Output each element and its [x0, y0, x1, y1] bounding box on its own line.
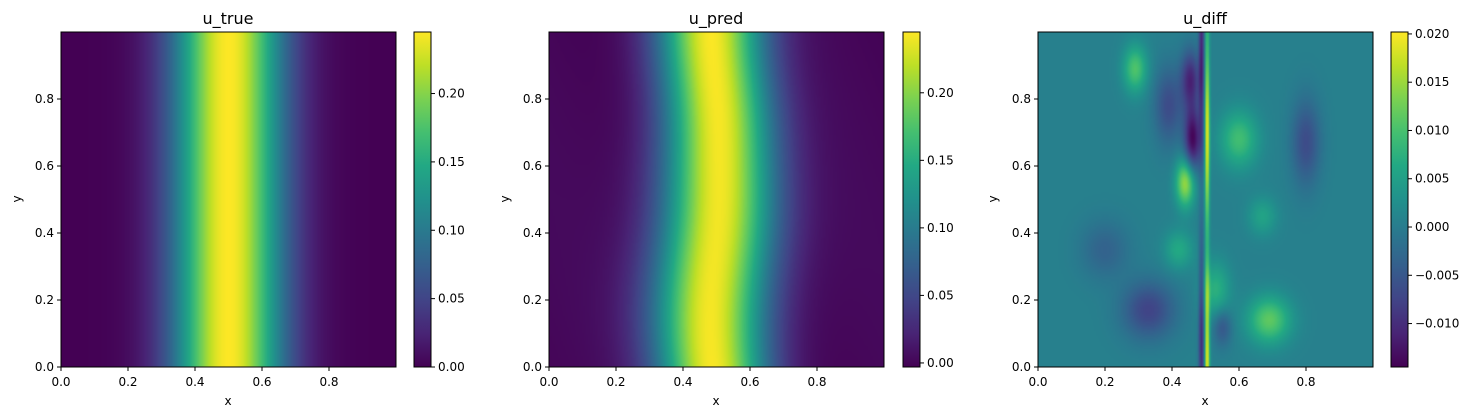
x-tick-label: 0.8	[1296, 375, 1315, 389]
y-tick-label: 0.4	[523, 226, 542, 240]
y-tick-label: 0.6	[523, 159, 542, 173]
colorbar: 0.00 0.05 0.10 0.15 0.20	[413, 31, 465, 374]
x-tick-label: 0.2	[606, 375, 625, 389]
colorbar: 0.00 0.05 0.10 0.15 0.20	[902, 31, 954, 370]
panel-title: u_pred	[689, 9, 744, 29]
colorbar-tick-label: 0.15	[438, 155, 465, 169]
plot-frame	[60, 31, 397, 368]
x-tick-label: 0.0	[51, 375, 70, 389]
colorbar-tick-label: 0.000	[1415, 220, 1449, 234]
y-tick-label: 0.8	[1012, 92, 1031, 106]
x-tick-label: 0.2	[1095, 375, 1114, 389]
y-axis: 0.0 0.2 0.4 0.6 0.8 y	[986, 92, 1038, 374]
x-tick-label: 0.6	[740, 375, 759, 389]
colorbar-tick-label: 0.020	[1415, 27, 1449, 41]
x-tick-label: 0.0	[1028, 375, 1047, 389]
x-tick-label: 0.2	[118, 375, 137, 389]
y-axis: 0.0 0.2 0.4 0.6 0.8 y	[498, 92, 549, 374]
colorbar-tick-label: 0.005	[1415, 172, 1449, 186]
colorbar-gradient	[413, 31, 432, 368]
y-tick-label: 0.8	[523, 92, 542, 106]
panel-u-true: u_true 0.0 0.2 0.4 0.6 0.8 x 0.0 0.2 0.	[10, 9, 465, 408]
colorbar-tick-label: 0.20	[927, 86, 954, 100]
colorbar-tick-label: 0.05	[927, 288, 954, 302]
colorbar-ticks: −0.010 −0.005 0.000 0.005 0.010 0.015 0.020	[1408, 27, 1459, 331]
colorbar-tick-label: 0.00	[927, 356, 954, 370]
y-tick-label: 0.2	[523, 293, 542, 307]
y-tick-label: 0.0	[35, 360, 54, 374]
y-tick-label: 0.2	[35, 293, 54, 307]
colorbar-tick-label: 0.015	[1415, 75, 1449, 89]
colorbar-tick-label: 0.05	[438, 292, 465, 306]
x-axis: 0.0 0.2 0.4 0.6 0.8 x	[539, 367, 827, 408]
colorbar-tick-label: 0.15	[927, 153, 954, 167]
colorbar: −0.010 −0.005 0.000 0.005 0.010 0.015 0.020	[1390, 27, 1459, 368]
y-axis-label: y	[986, 195, 1000, 202]
heatmap-raster	[549, 32, 884, 367]
x-tick-label: 0.4	[1162, 375, 1181, 389]
panel-u-diff: u_diff 0.0 0.2 0.4 0.6 0.8 x 0.0 0.2 0.	[986, 9, 1459, 408]
y-tick-label: 0.6	[35, 159, 54, 173]
y-tick-label: 0.2	[1012, 293, 1031, 307]
y-tick-label: 0.8	[35, 92, 54, 106]
heatmap-image	[549, 32, 884, 367]
colorbar-gradient	[902, 31, 921, 368]
panel-u-pred: u_pred 0.0 0.2 0.4 0.6 0.8 x 0.0 0.2 0.	[498, 9, 954, 408]
x-tick-label: 0.0	[539, 375, 558, 389]
heatmap-raster	[1038, 32, 1373, 367]
y-axis: 0.0 0.2 0.4 0.6 0.8 y	[10, 92, 61, 374]
plot-frame	[1037, 31, 1374, 368]
x-axis-label: x	[712, 394, 719, 408]
x-tick-label: 0.6	[252, 375, 271, 389]
plot-frame	[548, 31, 885, 368]
y-tick-label: 0.6	[1012, 159, 1031, 173]
y-tick-label: 0.4	[1012, 226, 1031, 240]
heatmap-raster	[61, 32, 396, 367]
heatmap-image	[61, 32, 396, 367]
y-tick-label: 0.4	[35, 226, 54, 240]
y-tick-label: 0.0	[523, 360, 542, 374]
x-axis: 0.0 0.2 0.4 0.6 0.8 x	[1028, 367, 1316, 408]
x-tick-label: 0.8	[319, 375, 338, 389]
colorbar-gradient	[1390, 31, 1409, 368]
panel-title: u_diff	[1183, 9, 1228, 29]
colorbar-tick-label: 0.10	[927, 221, 954, 235]
y-axis-label: y	[10, 195, 24, 202]
x-axis: 0.0 0.2 0.4 0.6 0.8 x	[51, 367, 339, 408]
x-tick-label: 0.4	[673, 375, 692, 389]
colorbar-ticks: 0.00 0.05 0.10 0.15 0.20	[431, 87, 465, 374]
y-axis-label: y	[498, 195, 512, 202]
colorbar-tick-label: −0.010	[1415, 317, 1459, 331]
colorbar-tick-label: −0.005	[1415, 268, 1459, 282]
colorbar-tick-label: 0.010	[1415, 123, 1449, 137]
x-tick-label: 0.4	[185, 375, 204, 389]
y-tick-label: 0.0	[1012, 360, 1031, 374]
x-tick-label: 0.8	[807, 375, 826, 389]
heatmap-image	[1038, 32, 1373, 367]
colorbar-tick-label: 0.20	[438, 87, 465, 101]
x-axis-label: x	[1201, 394, 1208, 408]
x-tick-label: 0.6	[1229, 375, 1248, 389]
x-axis-label: x	[224, 394, 231, 408]
colorbar-tick-label: 0.10	[438, 223, 465, 237]
colorbar-tick-label: 0.00	[438, 360, 465, 374]
panel-title: u_true	[203, 9, 254, 29]
colorbar-ticks: 0.00 0.05 0.10 0.15 0.20	[920, 86, 954, 370]
